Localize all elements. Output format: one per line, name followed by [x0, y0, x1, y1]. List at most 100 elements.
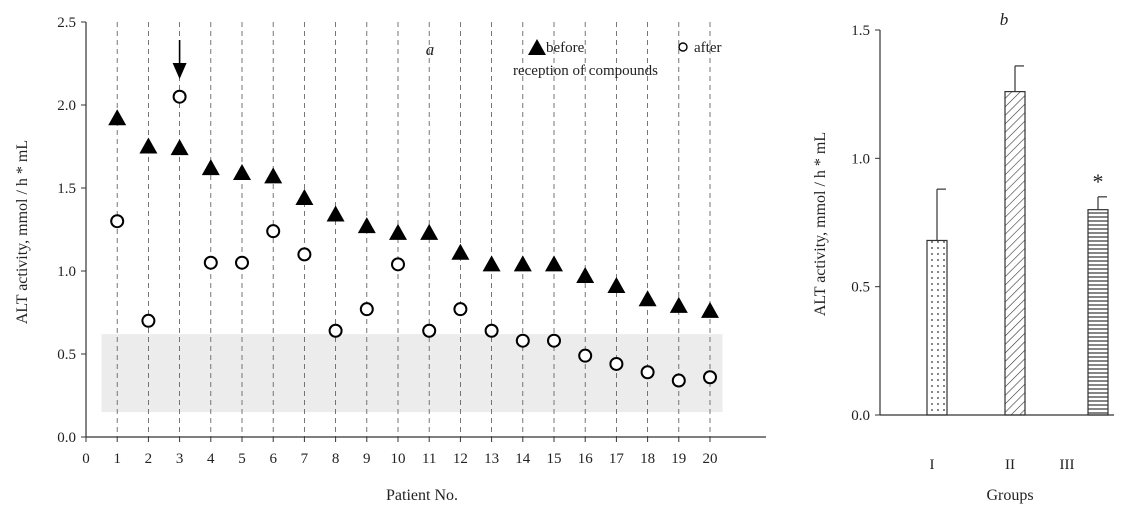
bars: * — [926, 65, 1109, 416]
x-axis-title-b: Groups — [986, 487, 1033, 504]
before-point — [701, 301, 719, 318]
after-point — [640, 365, 655, 380]
before-point — [233, 164, 251, 181]
x-tick-label: 16 — [578, 451, 594, 467]
before-point — [326, 205, 345, 222]
legend-before-marker — [528, 39, 546, 55]
after-point — [609, 356, 624, 371]
before-series — [108, 109, 719, 318]
x-tick-label: 14 — [515, 451, 531, 467]
before-point — [170, 139, 189, 156]
y-tick-label: 0.0 — [57, 430, 76, 446]
x-tick-label: 13 — [484, 451, 499, 467]
scatter-panel-a: 0.00.51.01.52.02.5 0 1 2 3 4 5 6 7 8 9 10 11 12 13 14 1… — [14, 15, 766, 504]
y-tick-label: 1.5 — [57, 181, 76, 197]
down-arrow-icon — [172, 40, 187, 79]
y-tick-label: 2.5 — [57, 15, 76, 31]
x-tick-label: 5 — [238, 451, 246, 467]
before-point — [451, 243, 470, 260]
after-point — [266, 224, 281, 239]
reference-range-band — [101, 334, 723, 413]
after-point — [141, 313, 156, 328]
bar — [1087, 209, 1109, 416]
after-point — [203, 255, 218, 270]
before-point — [545, 255, 563, 272]
before-point — [389, 223, 407, 240]
y-tick-label: 2.0 — [57, 98, 76, 114]
y-axis-ticks-b: 0.0 0.5 1.0 1.5 — [851, 23, 880, 424]
y-tick-label-b: 0.0 — [851, 408, 870, 424]
x-tick-label: 12 — [453, 451, 468, 467]
before-point — [139, 137, 158, 154]
before-point — [295, 188, 314, 205]
y-axis-ticks: 0.0 0.5 1.0 1.5 2.0 2.5 — [57, 15, 86, 446]
x-tick-label: 18 — [640, 451, 655, 467]
before-point — [264, 167, 283, 184]
before-point — [607, 276, 626, 293]
after-point — [359, 302, 374, 317]
after-point — [172, 89, 187, 104]
bar-panel-b: b 0.00.51.01.5 * I II III ALT activity, mm… — [812, 10, 1114, 504]
before-point — [669, 296, 688, 313]
after-point — [110, 214, 125, 229]
x-tick-label: 15 — [547, 451, 562, 467]
x-category-label: II — [1005, 457, 1015, 473]
after-series — [110, 89, 717, 388]
y-tick-label: 0.5 — [57, 347, 76, 363]
panel-label-b: b — [1000, 10, 1009, 29]
after-point — [235, 255, 249, 270]
after-point — [515, 333, 530, 348]
legend-before-label: before — [546, 40, 585, 56]
y-tick-label: 1.0 — [57, 264, 76, 280]
x-tick-label: 3 — [176, 451, 184, 467]
before-point — [357, 217, 376, 234]
after-point — [391, 257, 405, 272]
after-point — [297, 247, 312, 262]
legend-after-marker — [678, 42, 688, 52]
significance-asterisk: * — [1093, 169, 1104, 194]
bar — [1004, 90, 1026, 416]
before-point — [108, 109, 127, 126]
before-point — [513, 255, 532, 272]
legend-caption: reception of compounds — [513, 63, 658, 79]
x-tick-label: 11 — [422, 451, 436, 467]
x-tick-label: 4 — [207, 451, 215, 467]
before-point — [482, 255, 501, 272]
y-tick-label-b: 0.5 — [851, 280, 870, 296]
before-point — [638, 290, 657, 307]
after-point — [328, 323, 343, 338]
x-category-labels: I II III — [930, 457, 1075, 473]
legend-after-label: after — [694, 40, 721, 56]
before-point — [420, 223, 439, 240]
y-tick-label-b: 1.0 — [851, 151, 870, 167]
x-axis-ticks: 0 1 2 3 4 5 6 7 8 9 10 11 12 13 14 15 16 17 18 19 20 — [82, 437, 718, 467]
x-tick-label: 10 — [391, 451, 406, 467]
y-axis-title-b: ALT activity, mmol / h * mL — [812, 132, 829, 316]
x-tick-label: 6 — [269, 451, 277, 467]
after-point — [484, 323, 499, 338]
x-tick-label: 1 — [113, 451, 121, 467]
after-point — [703, 370, 717, 385]
x-tick-label: 9 — [363, 451, 371, 467]
bar — [926, 239, 948, 416]
after-point — [671, 373, 686, 388]
x-category-label: III — [1060, 457, 1075, 473]
after-point — [547, 333, 561, 348]
x-category-label: I — [930, 457, 935, 473]
y-tick-label-b: 1.5 — [851, 23, 870, 39]
x-tick-label: 0 — [82, 451, 90, 467]
x-tick-label: 2 — [145, 451, 153, 467]
x-tick-label: 19 — [671, 451, 686, 467]
x-tick-label: 8 — [332, 451, 340, 467]
after-point — [578, 348, 593, 363]
before-point — [201, 159, 220, 176]
panel-label-a: a — [426, 40, 435, 59]
after-point — [453, 302, 468, 317]
x-tick-label: 17 — [609, 451, 625, 467]
arrow-head — [172, 63, 187, 79]
x-tick-label: 7 — [301, 451, 309, 467]
y-axis-title: ALT activity, mmol / h * mL — [14, 140, 31, 324]
after-point — [422, 323, 437, 338]
before-point — [576, 266, 595, 283]
